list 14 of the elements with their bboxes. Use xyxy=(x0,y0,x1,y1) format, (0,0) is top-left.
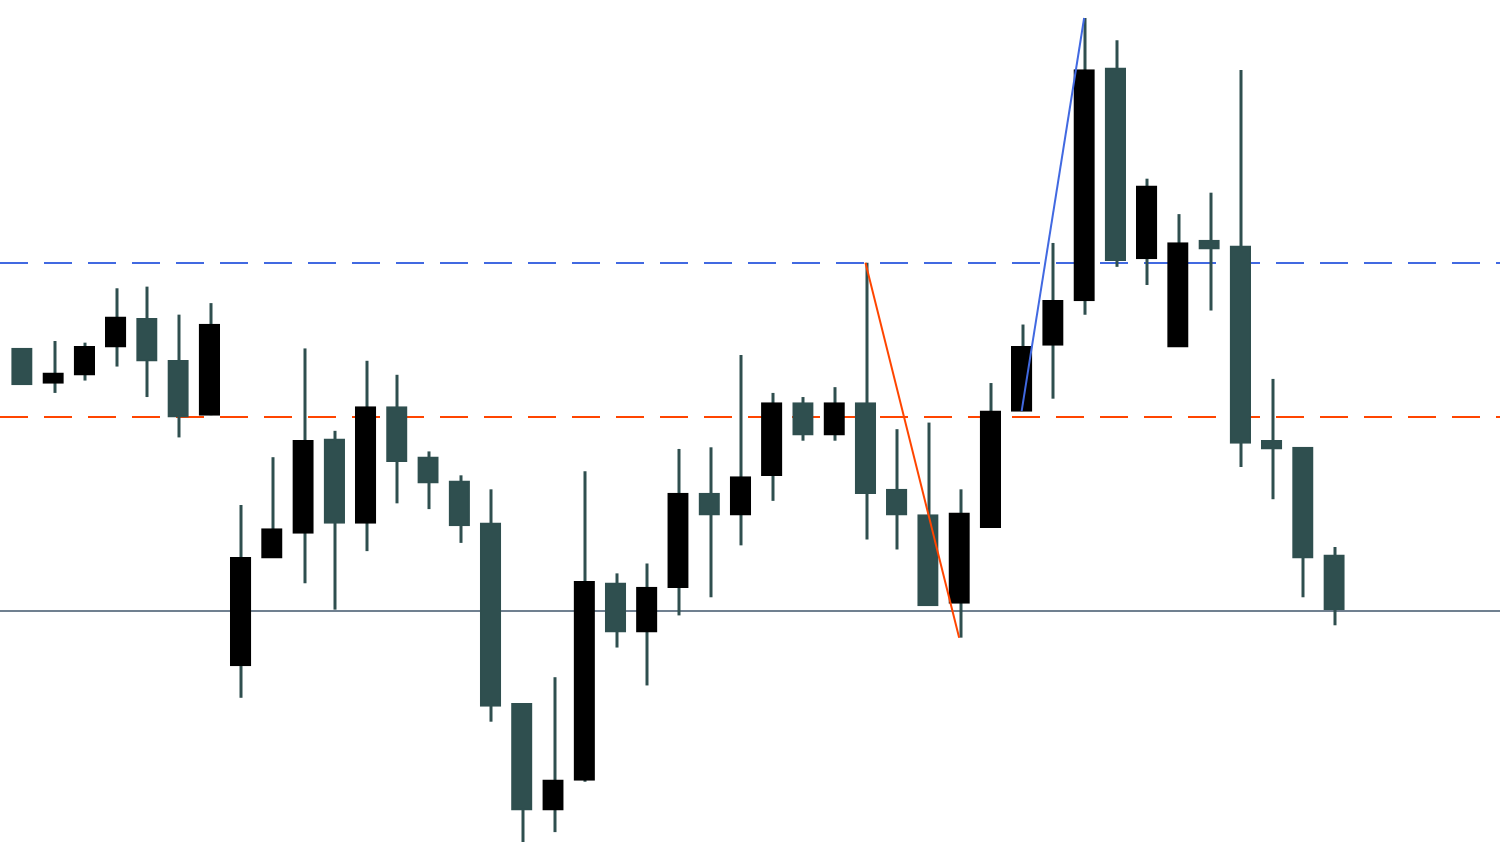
candlestick xyxy=(729,353,752,547)
candlestick xyxy=(698,445,720,599)
candlestick xyxy=(136,285,158,399)
candlestick xyxy=(1260,377,1283,501)
candlestick xyxy=(1198,191,1220,313)
candlestick xyxy=(11,347,33,386)
candlestick xyxy=(261,455,283,560)
candlestick xyxy=(1042,241,1064,401)
candlestick xyxy=(542,675,564,834)
candlestick xyxy=(448,473,470,545)
candlestick xyxy=(636,561,658,687)
candlestick xyxy=(604,571,627,650)
candlestick xyxy=(42,339,64,395)
candlestick xyxy=(886,427,908,551)
